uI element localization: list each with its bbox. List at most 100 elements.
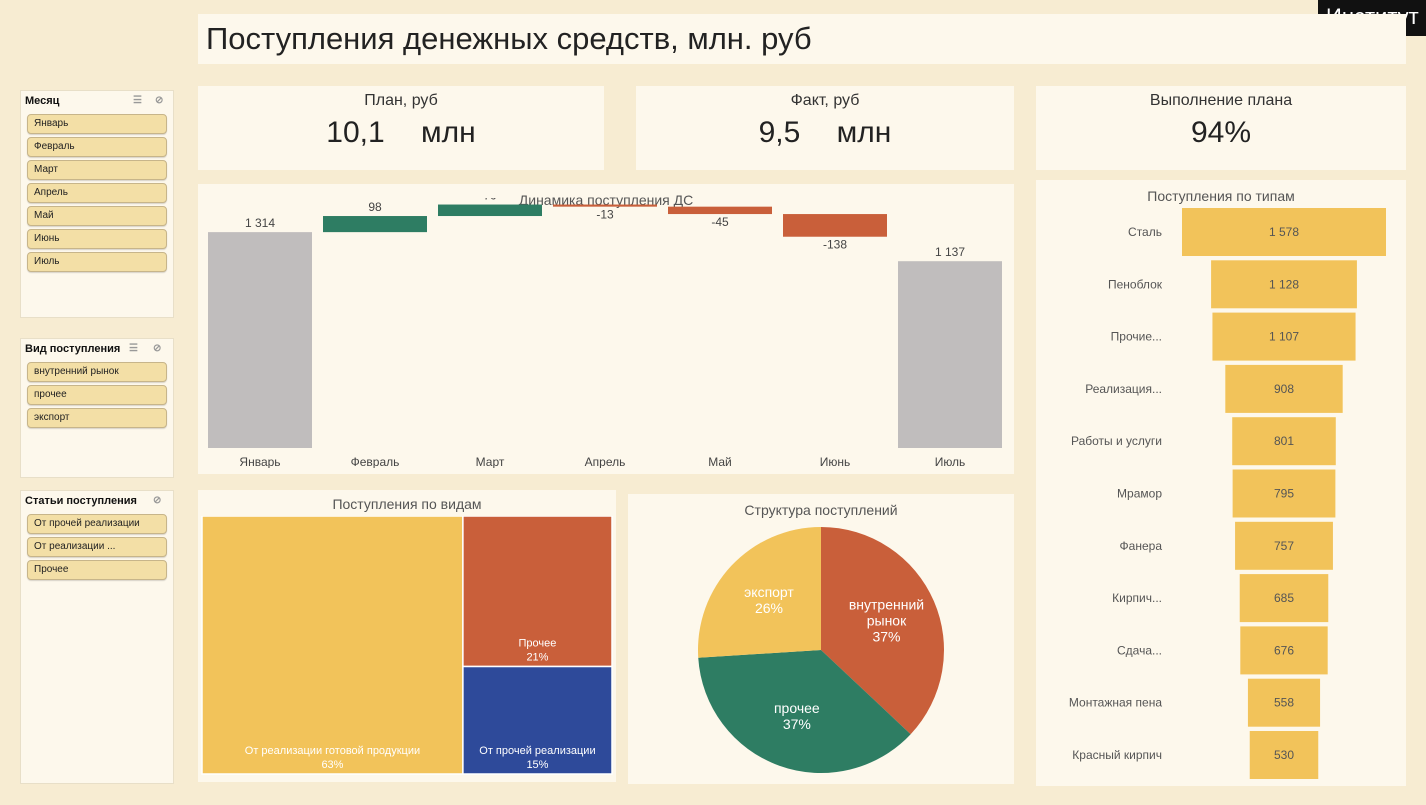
kpi-fact-value: 9,5 млн bbox=[758, 116, 892, 149]
treemap-tile-name: От прочей реализации bbox=[479, 745, 595, 757]
funnel-category-label: Сталь bbox=[1128, 225, 1162, 239]
funnel-bar[interactable] bbox=[1240, 626, 1328, 675]
funnel-category-label: Реализация... bbox=[1085, 382, 1162, 396]
slicer-articles-item[interactable]: От прочей реализации bbox=[27, 514, 167, 534]
funnel-bar[interactable] bbox=[1232, 417, 1336, 466]
waterfall-category-label: Май bbox=[708, 455, 732, 468]
pie-slice[interactable] bbox=[698, 527, 821, 658]
funnel-chart: 1 578 Сталь 1 128 Пеноблок 1 107 Прочие... 908… bbox=[1069, 208, 1386, 779]
funnel-value-label: 676 bbox=[1274, 643, 1294, 657]
waterfall-bar[interactable] bbox=[898, 261, 1002, 448]
treemap-tile[interactable] bbox=[462, 665, 613, 775]
treemap-tile-pct: 15% bbox=[526, 759, 548, 771]
kpi-fact-card: Факт, руб 9,5 млн bbox=[636, 86, 1014, 170]
funnel-value-label: 1 107 bbox=[1269, 330, 1299, 344]
multiselect-icon[interactable]: ☰ bbox=[129, 343, 138, 354]
funnel-card: Поступления по типам 1 578 Сталь 1 128 Пено… bbox=[1036, 180, 1406, 786]
slicer-articles-header: Статьи поступления ⊘ bbox=[21, 491, 173, 511]
waterfall-category-label: Июнь bbox=[820, 455, 851, 468]
funnel-title: Поступления по типам bbox=[1147, 188, 1295, 204]
slicer-type-header: Вид поступления ☰ ⊘ bbox=[21, 339, 173, 359]
funnel-category-label: Красный кирпич bbox=[1072, 748, 1162, 762]
waterfall-card: Динамика поступления ДС 1 314 Январь 98 Фев… bbox=[198, 184, 1014, 474]
funnel-bar[interactable] bbox=[1239, 574, 1329, 623]
funnel-value-label: 1 128 bbox=[1269, 277, 1299, 291]
waterfall-data-label: 98 bbox=[368, 200, 382, 214]
funnel-category-label: Кирпич... bbox=[1112, 591, 1162, 605]
pie-title: Структура поступлений bbox=[744, 502, 898, 518]
pie-slice-label: рынок bbox=[867, 613, 907, 629]
slicer-articles-item[interactable]: Прочее bbox=[27, 560, 167, 580]
clear-filter-icon[interactable]: ⊘ bbox=[153, 343, 162, 354]
treemap-tile-name: От реализации готовой продукции bbox=[245, 745, 420, 757]
multiselect-icon[interactable]: ☰ bbox=[133, 95, 142, 106]
pie-slice-pct: 37% bbox=[872, 629, 900, 645]
waterfall-data-label: 1 137 bbox=[935, 245, 965, 259]
funnel-bar[interactable] bbox=[1225, 364, 1343, 413]
waterfall-bar[interactable] bbox=[208, 232, 312, 448]
funnel-category-label: Сдача... bbox=[1117, 643, 1162, 657]
waterfall-bar[interactable] bbox=[438, 204, 542, 217]
funnel-value-label: 530 bbox=[1274, 748, 1294, 762]
funnel-value-label: 908 bbox=[1274, 382, 1294, 396]
slicer-articles-items: От прочей реализации От реализации ... Про… bbox=[21, 514, 173, 580]
clear-filter-icon[interactable]: ⊘ bbox=[155, 95, 164, 106]
slicer-type-item[interactable]: внутренний рынок bbox=[27, 362, 167, 382]
slicer-month-item[interactable]: Май bbox=[27, 206, 167, 226]
waterfall-category-label: Июль bbox=[935, 455, 966, 468]
slicer-month-item[interactable]: Апрель bbox=[27, 183, 167, 203]
treemap-tile[interactable] bbox=[462, 516, 613, 668]
kpi-plan-card: План, руб 10,1 млн bbox=[198, 86, 604, 170]
pie-slice-label: внутренний bbox=[849, 597, 924, 613]
funnel-bar[interactable] bbox=[1182, 208, 1386, 256]
kpi-completion-value: 94% bbox=[1190, 116, 1252, 149]
funnel-bar[interactable] bbox=[1247, 678, 1321, 727]
slicer-type-item[interactable]: экспорт bbox=[27, 408, 167, 428]
waterfall-data-label: -138 bbox=[823, 238, 847, 252]
funnel-bar[interactable] bbox=[1235, 521, 1333, 570]
slicer-articles-item[interactable]: От реализации ... bbox=[27, 537, 167, 557]
pie-slice[interactable] bbox=[698, 650, 911, 773]
treemap-title: Поступления по видам bbox=[332, 496, 482, 512]
funnel-bar[interactable] bbox=[1232, 469, 1336, 518]
funnel-category-label: Работы и услуги bbox=[1071, 434, 1162, 448]
clear-filter-icon[interactable]: ⊘ bbox=[153, 495, 162, 506]
waterfall-bar[interactable] bbox=[323, 216, 427, 233]
kpi-fact-title: Факт, руб bbox=[790, 92, 860, 109]
funnel-bar[interactable] bbox=[1212, 312, 1356, 361]
page-title-bar: Поступления денежных средств, млн. руб bbox=[198, 14, 1406, 64]
slicer-month-title: Месяц bbox=[25, 95, 60, 107]
waterfall-bar[interactable] bbox=[668, 206, 772, 215]
treemap-chart: От реализации готовой продукции 63% Прочее… bbox=[201, 516, 613, 775]
pie-slice[interactable] bbox=[821, 527, 944, 735]
treemap-tile[interactable] bbox=[201, 516, 464, 775]
pie-slice-label: прочее bbox=[774, 700, 820, 716]
funnel-bar[interactable] bbox=[1211, 260, 1357, 309]
waterfall-title: Динамика поступления ДС bbox=[518, 192, 694, 208]
slicer-month-item[interactable]: Июнь bbox=[27, 229, 167, 249]
waterfall-bar[interactable] bbox=[553, 204, 657, 207]
slicer-month-items: Январь Февраль Март Апрель Май Июнь Июль bbox=[21, 114, 173, 272]
waterfall-bar[interactable] bbox=[783, 214, 887, 237]
page-title: Поступления денежных средств, млн. руб bbox=[206, 21, 812, 56]
slicer-type-items: внутренний рынок прочее экспорт bbox=[21, 362, 173, 428]
slicer-month-item[interactable]: Июль bbox=[27, 252, 167, 272]
funnel-category-label: Монтажная пена bbox=[1069, 696, 1162, 710]
waterfall-data-label: 70 bbox=[483, 198, 497, 203]
slicer-month-item[interactable]: Январь bbox=[27, 114, 167, 134]
pie-slice-pct: 37% bbox=[783, 716, 811, 732]
funnel-category-label: Мрамор bbox=[1117, 487, 1162, 501]
slicer-type-item[interactable]: прочее bbox=[27, 385, 167, 405]
treemap-card: Поступления по видам От реализации готов… bbox=[198, 490, 616, 782]
slicer-type: Вид поступления ☰ ⊘ внутренний рынок проч… bbox=[20, 338, 174, 478]
treemap-tile-pct: 63% bbox=[321, 759, 343, 771]
funnel-value-label: 1 578 bbox=[1269, 225, 1299, 239]
slicer-month-item[interactable]: Март bbox=[27, 160, 167, 180]
funnel-value-label: 801 bbox=[1274, 434, 1294, 448]
waterfall-category-label: Апрель bbox=[585, 455, 626, 468]
waterfall-category-label: Февраль bbox=[351, 455, 400, 468]
funnel-bar[interactable] bbox=[1249, 731, 1319, 779]
slicer-month-item[interactable]: Февраль bbox=[27, 137, 167, 157]
waterfall-category-label: Январь bbox=[239, 455, 280, 468]
